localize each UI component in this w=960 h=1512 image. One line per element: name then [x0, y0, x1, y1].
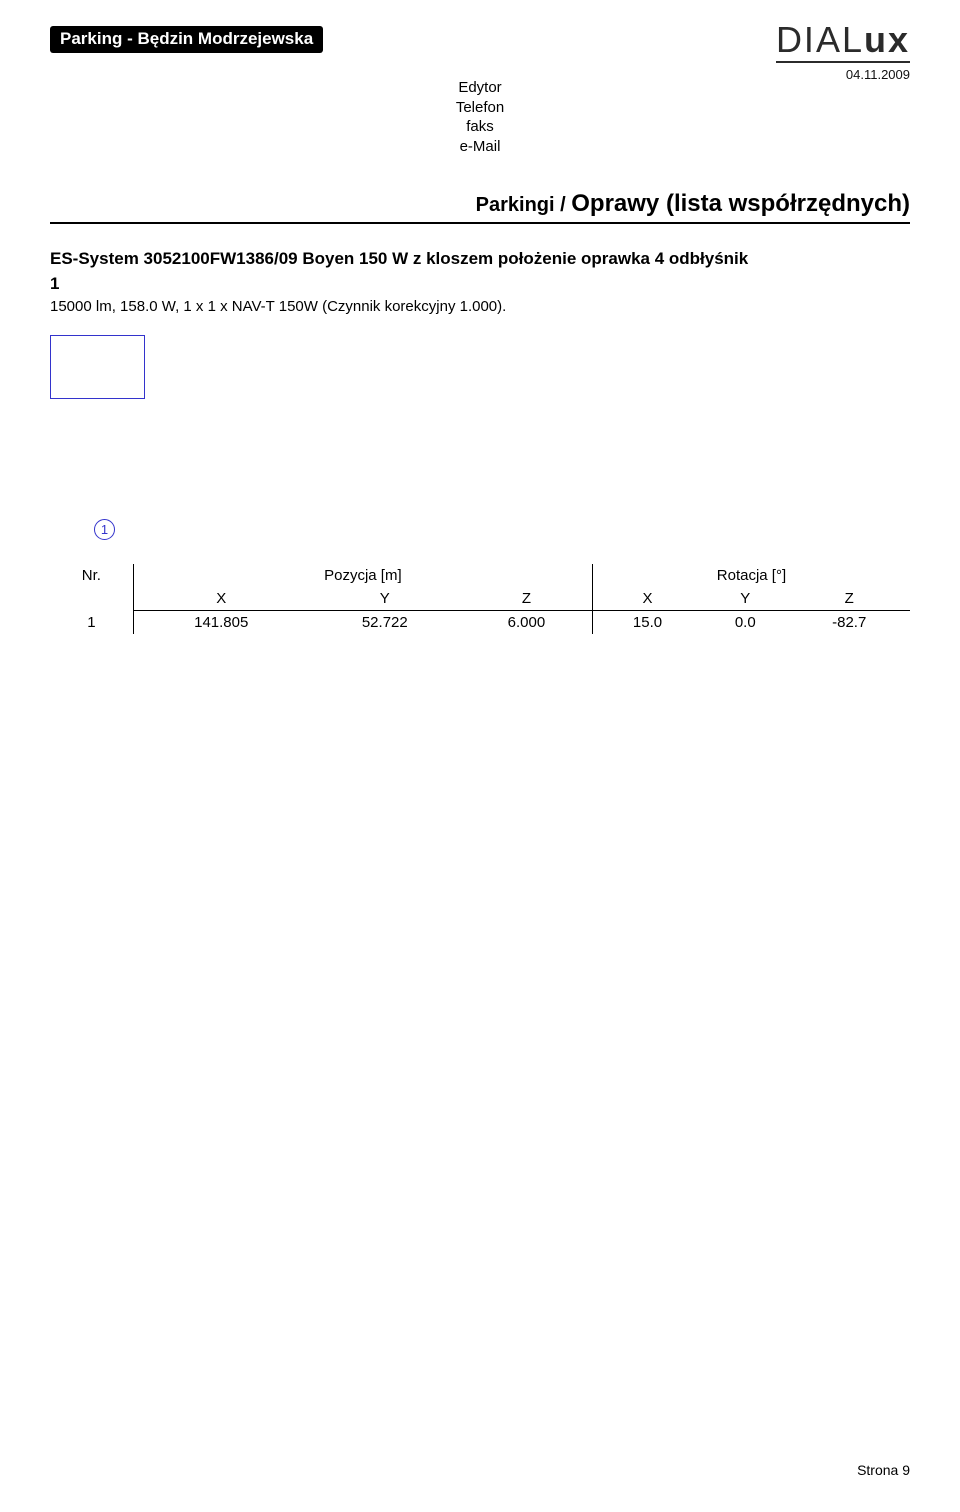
section-prefix: Parkingi /	[476, 194, 572, 216]
date: 04.11.2009	[776, 67, 910, 82]
section-title: Parkingi / Oprawy (lista współrzędnych)	[50, 190, 910, 218]
cell-pz: 6.000	[461, 610, 593, 634]
col-rot-z: Z	[788, 587, 910, 611]
meta-fax: faks	[50, 117, 910, 137]
col-pos-y: Y	[309, 587, 461, 611]
col-pos-z: Z	[461, 587, 593, 611]
luminaire-icon	[50, 335, 145, 399]
luminaire-number-badge: 1	[94, 519, 115, 540]
luminaire-spec-line2: 1	[50, 273, 910, 296]
meta-email: e-Mail	[50, 137, 910, 157]
section-main: Oprawy (lista współrzędnych)	[571, 190, 910, 217]
luminaire-spec-sub: 15000 lm, 158.0 W, 1 x 1 x NAV-T 150W (C…	[50, 298, 910, 315]
page: Parking - Będzin Modrzejewska DIALux 04.…	[0, 0, 960, 1512]
col-group-rotation: Rotacja [°]	[592, 564, 910, 587]
col-nr: Nr.	[50, 564, 133, 611]
document-title: Parking - Będzin Modrzejewska	[50, 26, 323, 53]
cell-px: 141.805	[133, 610, 308, 634]
page-footer: Strona 9	[857, 1462, 910, 1478]
luminaire-spec-line1: ES-System 3052100FW1386/09 Boyen 150 W z…	[50, 248, 910, 271]
cell-py: 52.722	[309, 610, 461, 634]
header: Parking - Będzin Modrzejewska DIALux 04.…	[50, 22, 910, 82]
logo-thin: DIAL	[776, 19, 864, 60]
cell-rz: -82.7	[788, 610, 910, 634]
logo-underline	[776, 61, 910, 63]
meta-phone: Telefon	[50, 98, 910, 118]
meta-block: Edytor Telefon faks e-Mail	[50, 78, 910, 156]
logo-block: DIALux 04.11.2009	[776, 22, 910, 82]
col-rot-x: X	[592, 587, 702, 611]
col-group-position: Pozycja [m]	[133, 564, 592, 587]
cell-rx: 15.0	[592, 610, 702, 634]
table-row: 1 141.805 52.722 6.000 15.0 0.0 -82.7	[50, 610, 910, 634]
cell-ry: 0.0	[702, 610, 788, 634]
dialux-logo: DIALux	[776, 22, 910, 58]
col-rot-y: Y	[702, 587, 788, 611]
section-rule	[50, 222, 910, 224]
col-pos-x: X	[133, 587, 308, 611]
cell-nr: 1	[50, 610, 133, 634]
coordinates-table: Nr. Pozycja [m] Rotacja [°] X Y Z X Y Z …	[50, 564, 910, 634]
logo-bold: ux	[864, 19, 910, 60]
